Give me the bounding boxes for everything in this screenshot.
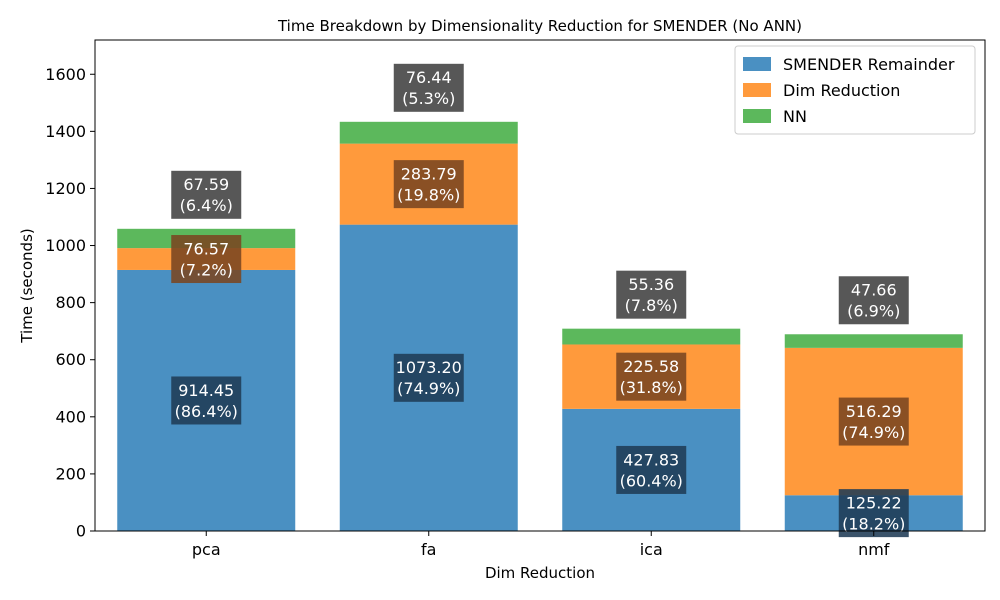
legend-entry-2: NN (783, 107, 807, 126)
bars-layer (117, 121, 963, 531)
data-label-text: (74.9%) (397, 379, 460, 398)
data-label-text: 427.83 (623, 450, 679, 469)
data-label-box (171, 170, 242, 219)
data-label-text: (6.9%) (847, 302, 900, 321)
y-tick-label: 600 (55, 350, 86, 369)
data-label-text: (74.9%) (842, 423, 905, 442)
x-axis: pca fa ica nmf (192, 531, 890, 559)
legend-entry-1: Dim Reduction (783, 81, 900, 100)
data-label-text: 914.45 (178, 381, 234, 400)
data-label-box (393, 63, 464, 112)
y-axis-label: Time (seconds) (18, 228, 36, 344)
y-axis: 0 200 400 600 800 1000 1200 1400 1600 (45, 65, 95, 541)
x-tick-label-nmf: nmf (858, 540, 890, 559)
data-label-ica-1: 225.58 (31.8%) (616, 352, 687, 401)
data-label-ica-0: 427.83 (60.4%) (616, 445, 687, 494)
data-label-pca-0: 914.45 (86.4%) (171, 376, 242, 425)
data-label-text: (5.3%) (402, 89, 455, 108)
data-label-text: (86.4%) (175, 402, 238, 421)
data-label-pca-2: 67.59 (6.4%) (171, 170, 242, 219)
data-label-text: 55.36 (628, 275, 674, 294)
data-label-text: (7.8%) (625, 296, 678, 315)
legend-box (734, 45, 976, 135)
data-label-box (616, 445, 687, 494)
legend-swatch-1 (743, 83, 771, 97)
data-label-box (171, 235, 242, 284)
data-label-text: 67.59 (183, 175, 229, 194)
data-label-text: 76.57 (183, 239, 229, 258)
x-tick-label-pca: pca (192, 540, 221, 559)
y-tick-label: 1000 (45, 236, 86, 255)
y-tick-label: 0 (76, 522, 86, 541)
data-label-text: (6.4%) (180, 196, 233, 215)
data-label-text: 283.79 (401, 165, 457, 184)
data-labels-layer: 914.45 (86.4%) 76.57 (7.2%) 67.59 (6.4%) 1073.… (171, 63, 909, 538)
bar-nmf-nn (784, 334, 963, 348)
data-label-pca-1: 76.57 (7.2%) (171, 235, 242, 284)
data-label-nmf-1: 516.29 (74.9%) (838, 397, 909, 446)
legend-swatch-0 (743, 57, 771, 71)
data-label-text: 1073.20 (396, 358, 462, 377)
data-label-text: 125.22 (846, 494, 902, 513)
x-tick-label-ica: ica (640, 540, 663, 559)
data-label-box (616, 270, 687, 319)
y-tick-label: 1400 (45, 122, 86, 141)
chart-title: Time Breakdown by Dimensionality Reducti… (277, 17, 802, 35)
data-label-text: 516.29 (846, 402, 902, 421)
data-label-text: (19.8%) (397, 186, 460, 205)
data-label-fa-2: 76.44 (5.3%) (393, 63, 464, 112)
data-label-text: (31.8%) (620, 378, 683, 397)
y-tick-label: 200 (55, 464, 86, 483)
data-label-fa-0: 1073.20 (74.9%) (393, 353, 464, 402)
y-tick-label: 400 (55, 407, 86, 426)
legend-swatch-2 (743, 109, 771, 123)
bar-ica-nn (562, 328, 741, 345)
data-label-nmf-2: 47.66 (6.9%) (838, 276, 909, 325)
bar-fa-nn (339, 121, 518, 144)
legend: SMENDER Remainder Dim Reduction NN (734, 45, 976, 135)
data-label-box (616, 352, 687, 401)
y-tick-label: 800 (55, 293, 86, 312)
data-label-nmf-0: 125.22 (18.2%) (838, 489, 909, 538)
data-label-text: (18.2%) (842, 515, 905, 534)
data-label-text: (7.2%) (180, 260, 233, 279)
plot-frame (94, 39, 986, 532)
data-label-box (838, 276, 909, 325)
y-tick-label: 1600 (45, 65, 86, 84)
data-label-text: (60.4%) (620, 471, 683, 490)
data-label-box (838, 397, 909, 446)
data-label-text: 225.58 (623, 357, 679, 376)
data-label-box (393, 160, 464, 209)
data-label-box (393, 353, 464, 402)
data-label-text: 76.44 (406, 68, 452, 87)
data-label-text: 47.66 (851, 281, 897, 300)
legend-entry-0: SMENDER Remainder (783, 55, 955, 74)
data-label-box (171, 376, 242, 425)
y-tick-label: 1200 (45, 179, 86, 198)
data-label-ica-2: 55.36 (7.8%) (616, 270, 687, 319)
data-label-box (838, 489, 909, 538)
data-label-fa-1: 283.79 (19.8%) (393, 160, 464, 209)
x-tick-label-fa: fa (421, 540, 436, 559)
x-axis-label: Dim Reduction (485, 564, 595, 582)
